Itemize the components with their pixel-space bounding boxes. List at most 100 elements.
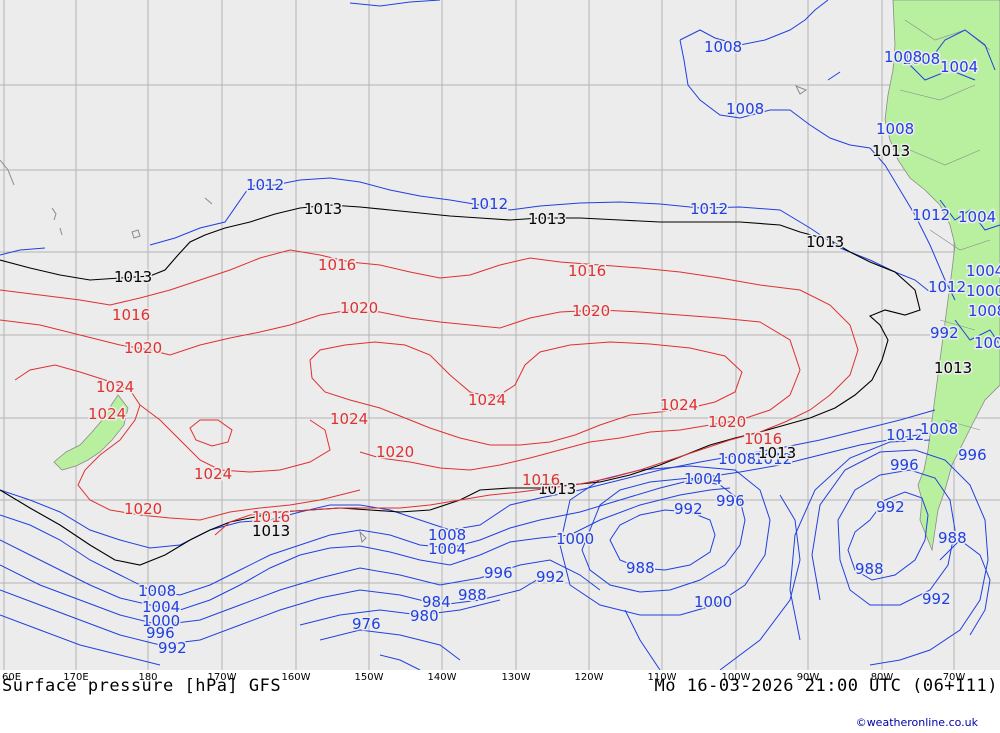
isobars-low — [0, 0, 1000, 670]
map-timestamp: Mo 16-03-2026 21:00 UTC (06+111) — [654, 676, 998, 696]
lon-label: 100W — [722, 672, 751, 683]
isobar-label: 1024 — [330, 410, 368, 428]
isobar-label: 1000 — [142, 612, 180, 630]
lon-label: 60E — [2, 672, 21, 683]
isobar-label: 1016 — [522, 471, 560, 489]
isobar-label: 1008 — [718, 450, 756, 468]
isobar-label: 1004 — [428, 540, 466, 558]
isobar-label: 1004 — [142, 598, 180, 616]
isobar-label: 1012 — [754, 450, 792, 468]
isobars-high — [0, 249, 859, 536]
islands — [0, 85, 808, 544]
isobar-label: 1012 — [690, 200, 728, 218]
lon-label: 110W — [648, 672, 677, 683]
isobar-label: 1000 — [556, 530, 594, 548]
isobar-label: 1000 — [966, 282, 1000, 300]
isobar-label: 1008 — [968, 302, 1000, 320]
isobar-label: 1020 — [376, 443, 414, 461]
lon-label: 180 — [138, 672, 157, 683]
lon-label: 150W — [355, 672, 384, 683]
lon-label: 130W — [502, 672, 531, 683]
pressure-map: 1008 1008 1008 1008 1004 1012 1012 1012 … — [0, 0, 1000, 670]
isobar-label: 1008 — [902, 50, 940, 68]
lon-label: 90W — [797, 672, 820, 683]
isobar-label: 1016 — [568, 262, 606, 280]
isobar-label: 1012 — [470, 195, 508, 213]
lon-label: 160W — [282, 672, 311, 683]
lon-label: 120W — [575, 672, 604, 683]
isobar-label: 1013 — [806, 233, 844, 251]
isobar-label: 1012 — [912, 206, 950, 224]
map-canvas: 1008 1008 1008 1008 1004 1012 1012 1012 … — [0, 0, 1000, 670]
lon-label: 70W — [943, 672, 966, 683]
lon-label: 140W — [428, 672, 457, 683]
isobar-label: 1024 — [468, 391, 506, 409]
isobar-label: 1008 — [884, 48, 922, 66]
isobar-label: 1008 — [138, 582, 176, 600]
isobar-label: 1000 — [694, 593, 732, 611]
isobar-label: 976 — [352, 615, 381, 633]
isobar-label: 1024 — [194, 465, 232, 483]
isobar-label: 984 — [422, 593, 451, 611]
isobar-label: 1008 — [726, 100, 764, 118]
isobar-label: 1020 — [340, 299, 378, 317]
isobar-label: 988 — [458, 586, 487, 604]
isobar-label: 1020 — [708, 413, 746, 431]
lon-label: 170E — [63, 672, 88, 683]
isobar-label: 1008 — [876, 120, 914, 138]
isobar-label: 1012 — [928, 278, 966, 296]
isobar-label: 1016 — [252, 508, 290, 526]
isobar-labels-red: 1016 1016 1016 1020 1020 1020 1020 1024 … — [87, 255, 784, 528]
isobar-label: 1013 — [934, 359, 972, 377]
isobar-label: 1024 — [96, 378, 134, 396]
new-zealand-land — [53, 394, 129, 471]
isobar-label: 996 — [716, 492, 745, 510]
map-title: Surface pressure [hPa] GFS — [2, 676, 282, 696]
isobar-label: 1004 — [958, 208, 996, 226]
isobar-label: 1008 — [704, 38, 742, 56]
isobar-label: 1012 — [886, 426, 924, 444]
isobar-label: 996 — [484, 564, 513, 582]
lon-label: 80W — [871, 672, 894, 683]
isobar-label: 996 — [890, 456, 919, 474]
isobar-label: 1016 — [318, 256, 356, 274]
isobar-label: 1004 — [966, 262, 1000, 280]
isobar-label: 988 — [938, 529, 967, 547]
isobar-label: 1024 — [88, 405, 126, 423]
isobar-label: 992 — [930, 324, 959, 342]
isobar-label: 1016 — [112, 306, 150, 324]
isobar-label: 988 — [626, 559, 655, 577]
credit-link[interactable]: ©weatheronline.co.uk — [855, 716, 978, 729]
isobar-label: 1013 — [538, 480, 576, 498]
isobar-label: 1024 — [660, 396, 698, 414]
isobar-label: 1012 — [246, 176, 284, 194]
isobar-label: 992 — [922, 590, 951, 608]
graticule — [0, 0, 1000, 670]
isobar-label: 1013 — [252, 522, 290, 540]
isobar-label: 1020 — [572, 302, 610, 320]
isobar-label: 996 — [146, 624, 175, 642]
isobar-label: 1016 — [744, 430, 782, 448]
isobar-label: 992 — [876, 498, 905, 516]
isobar-label: 1004 — [974, 334, 1000, 352]
isobar-label: 1013 — [528, 210, 566, 228]
isobar-label: 1013 — [114, 268, 152, 286]
isobar-label: 1013 — [872, 142, 910, 160]
south-america-detail — [899, 19, 991, 431]
isobar-label: 1020 — [124, 339, 162, 357]
isobar-label: 996 — [958, 446, 987, 464]
isobar-label: 980 — [410, 607, 439, 625]
south-america-land — [884, 0, 1000, 552]
isobar-label: 988 — [855, 560, 884, 578]
longitude-strip: 60E 170E 180 170W 160W 150W 140W 130W 12… — [2, 672, 966, 683]
isobar-label: 992 — [536, 568, 565, 586]
isobar-label: 1013 — [304, 200, 342, 218]
isobar-label: 1008 — [920, 420, 958, 438]
isobar-label: 992 — [158, 639, 187, 657]
isobar-label: 1020 — [124, 500, 162, 518]
isobar-label: 1004 — [684, 470, 722, 488]
isobar-label: 1004 — [940, 58, 978, 76]
lon-label: 170W — [208, 672, 237, 683]
isobar-label: 1008 — [428, 526, 466, 544]
isobar-labels-black: 1013 1013 1013 1013 1013 1013 1013 1013 … — [113, 141, 974, 542]
